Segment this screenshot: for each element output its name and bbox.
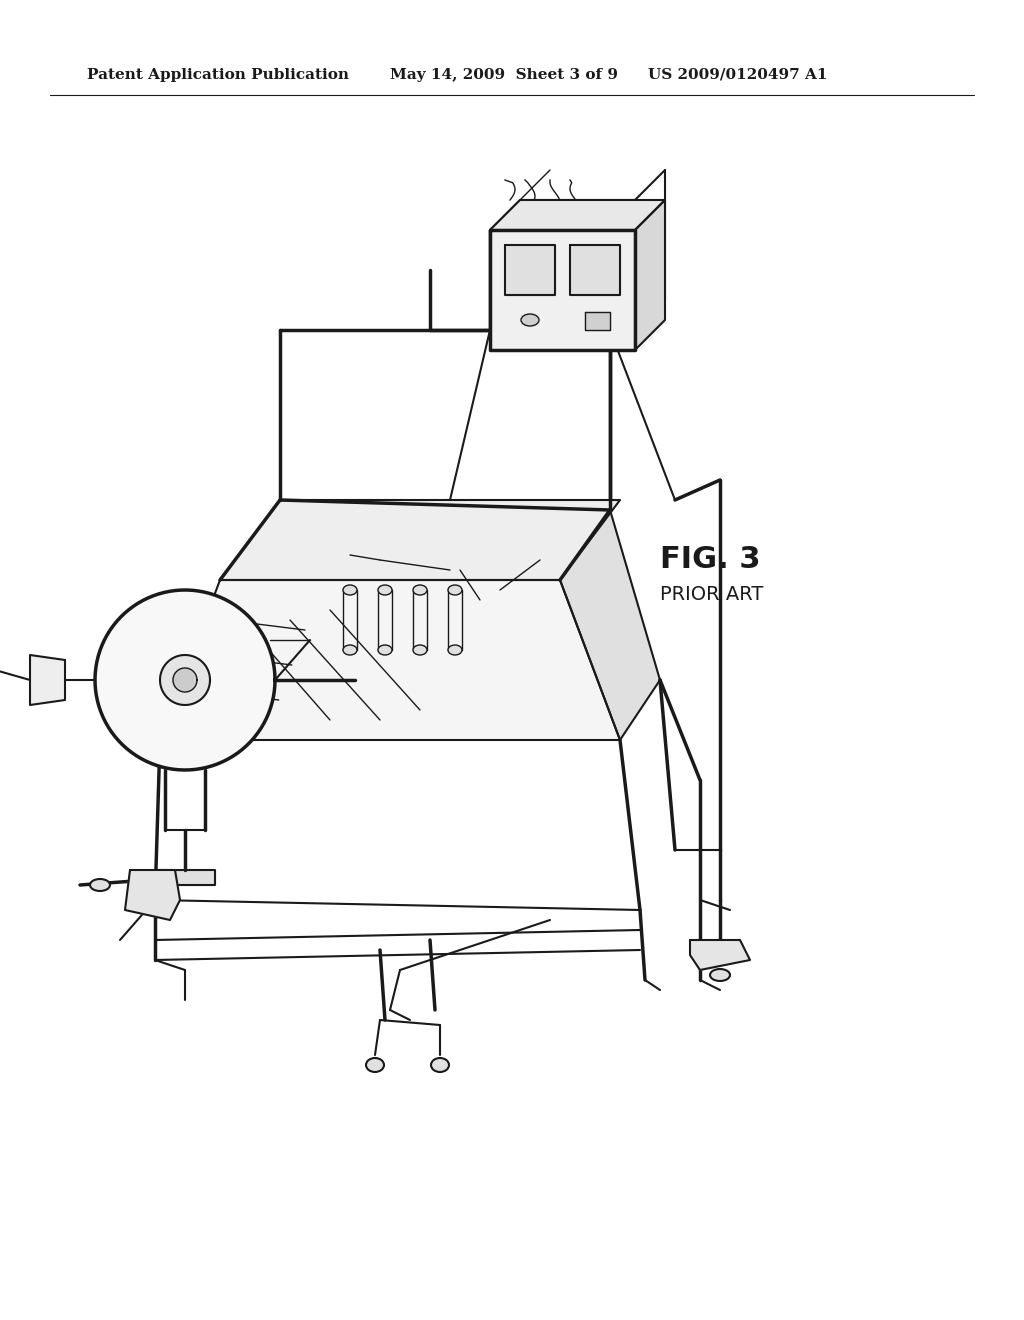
Text: US 2009/0120497 A1: US 2009/0120497 A1 [648, 69, 827, 82]
Polygon shape [220, 500, 620, 579]
Polygon shape [585, 312, 610, 330]
Ellipse shape [710, 969, 730, 981]
Polygon shape [490, 230, 635, 350]
Polygon shape [505, 246, 555, 294]
Ellipse shape [378, 585, 392, 595]
Text: FIG. 3: FIG. 3 [660, 545, 761, 574]
Polygon shape [155, 870, 215, 884]
Text: PRIOR ART: PRIOR ART [660, 586, 763, 605]
Ellipse shape [343, 585, 357, 595]
Polygon shape [30, 655, 65, 705]
Polygon shape [173, 668, 197, 692]
Ellipse shape [449, 585, 462, 595]
Polygon shape [125, 870, 180, 920]
Ellipse shape [366, 1059, 384, 1072]
Ellipse shape [343, 645, 357, 655]
Ellipse shape [431, 1059, 449, 1072]
Polygon shape [690, 940, 750, 970]
Ellipse shape [449, 645, 462, 655]
Polygon shape [560, 510, 660, 741]
Polygon shape [95, 590, 275, 770]
Text: Patent Application Publication: Patent Application Publication [87, 69, 349, 82]
Ellipse shape [521, 314, 539, 326]
Polygon shape [635, 201, 665, 350]
Polygon shape [490, 201, 665, 230]
Polygon shape [570, 246, 620, 294]
Ellipse shape [378, 645, 392, 655]
Polygon shape [160, 655, 210, 705]
Ellipse shape [90, 879, 110, 891]
Polygon shape [160, 579, 620, 741]
Text: May 14, 2009  Sheet 3 of 9: May 14, 2009 Sheet 3 of 9 [390, 69, 618, 82]
Ellipse shape [413, 645, 427, 655]
Ellipse shape [413, 585, 427, 595]
